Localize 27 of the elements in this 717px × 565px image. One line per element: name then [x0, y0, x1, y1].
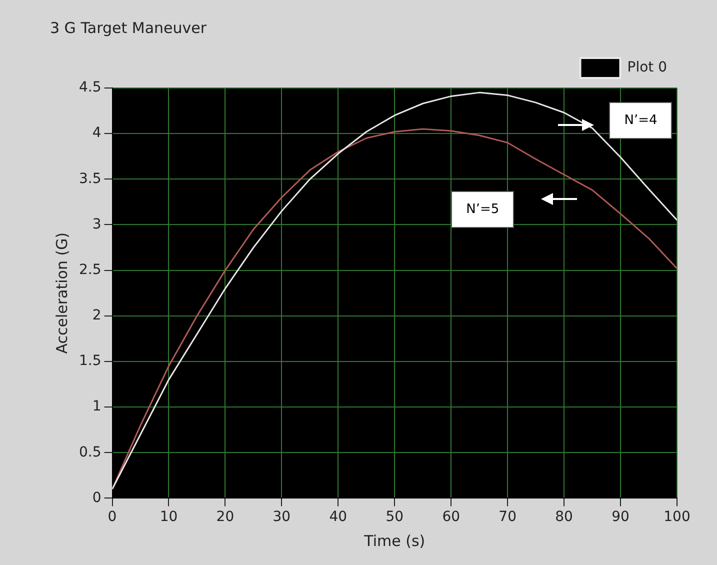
- y-tick-label: 3.5: [79, 170, 102, 187]
- y-tick-label: 0: [92, 490, 102, 506]
- x-tick-label: 100: [664, 509, 690, 526]
- chart-title: 3 G Target Maneuver: [50, 18, 208, 37]
- x-tick-label: 90: [612, 509, 630, 526]
- x-tick-label: 50: [386, 509, 404, 526]
- annotation: N’=4: [609, 102, 672, 140]
- y-tick-label: 0.5: [79, 444, 102, 460]
- y-tick-label: 1.5: [79, 353, 102, 370]
- y-tick-label: 1: [92, 398, 102, 415]
- x-tick-label: 80: [555, 509, 573, 526]
- y-tick-label: 2.5: [79, 262, 102, 278]
- y-tick-label: 3: [92, 216, 102, 232]
- y-tick-label: 2: [92, 308, 102, 324]
- y-axis-title: Acceleration (G): [52, 232, 71, 354]
- x-tick-label: 30: [272, 509, 291, 526]
- y-tick-label: 4.5: [79, 80, 102, 96]
- legend-label: Plot 0: [627, 60, 668, 76]
- x-tick-label: 10: [160, 509, 178, 526]
- x-tick-label: 60: [442, 509, 460, 526]
- x-tick-label: 40: [329, 509, 348, 526]
- x-tick-label: 0: [108, 509, 117, 526]
- annotation: N’=5: [451, 190, 514, 228]
- y-tick-label: 4: [92, 125, 102, 142]
- x-axis-title: Time (s): [363, 532, 426, 550]
- x-tick-label: 20: [216, 509, 234, 526]
- x-tick-label: 70: [498, 509, 516, 526]
